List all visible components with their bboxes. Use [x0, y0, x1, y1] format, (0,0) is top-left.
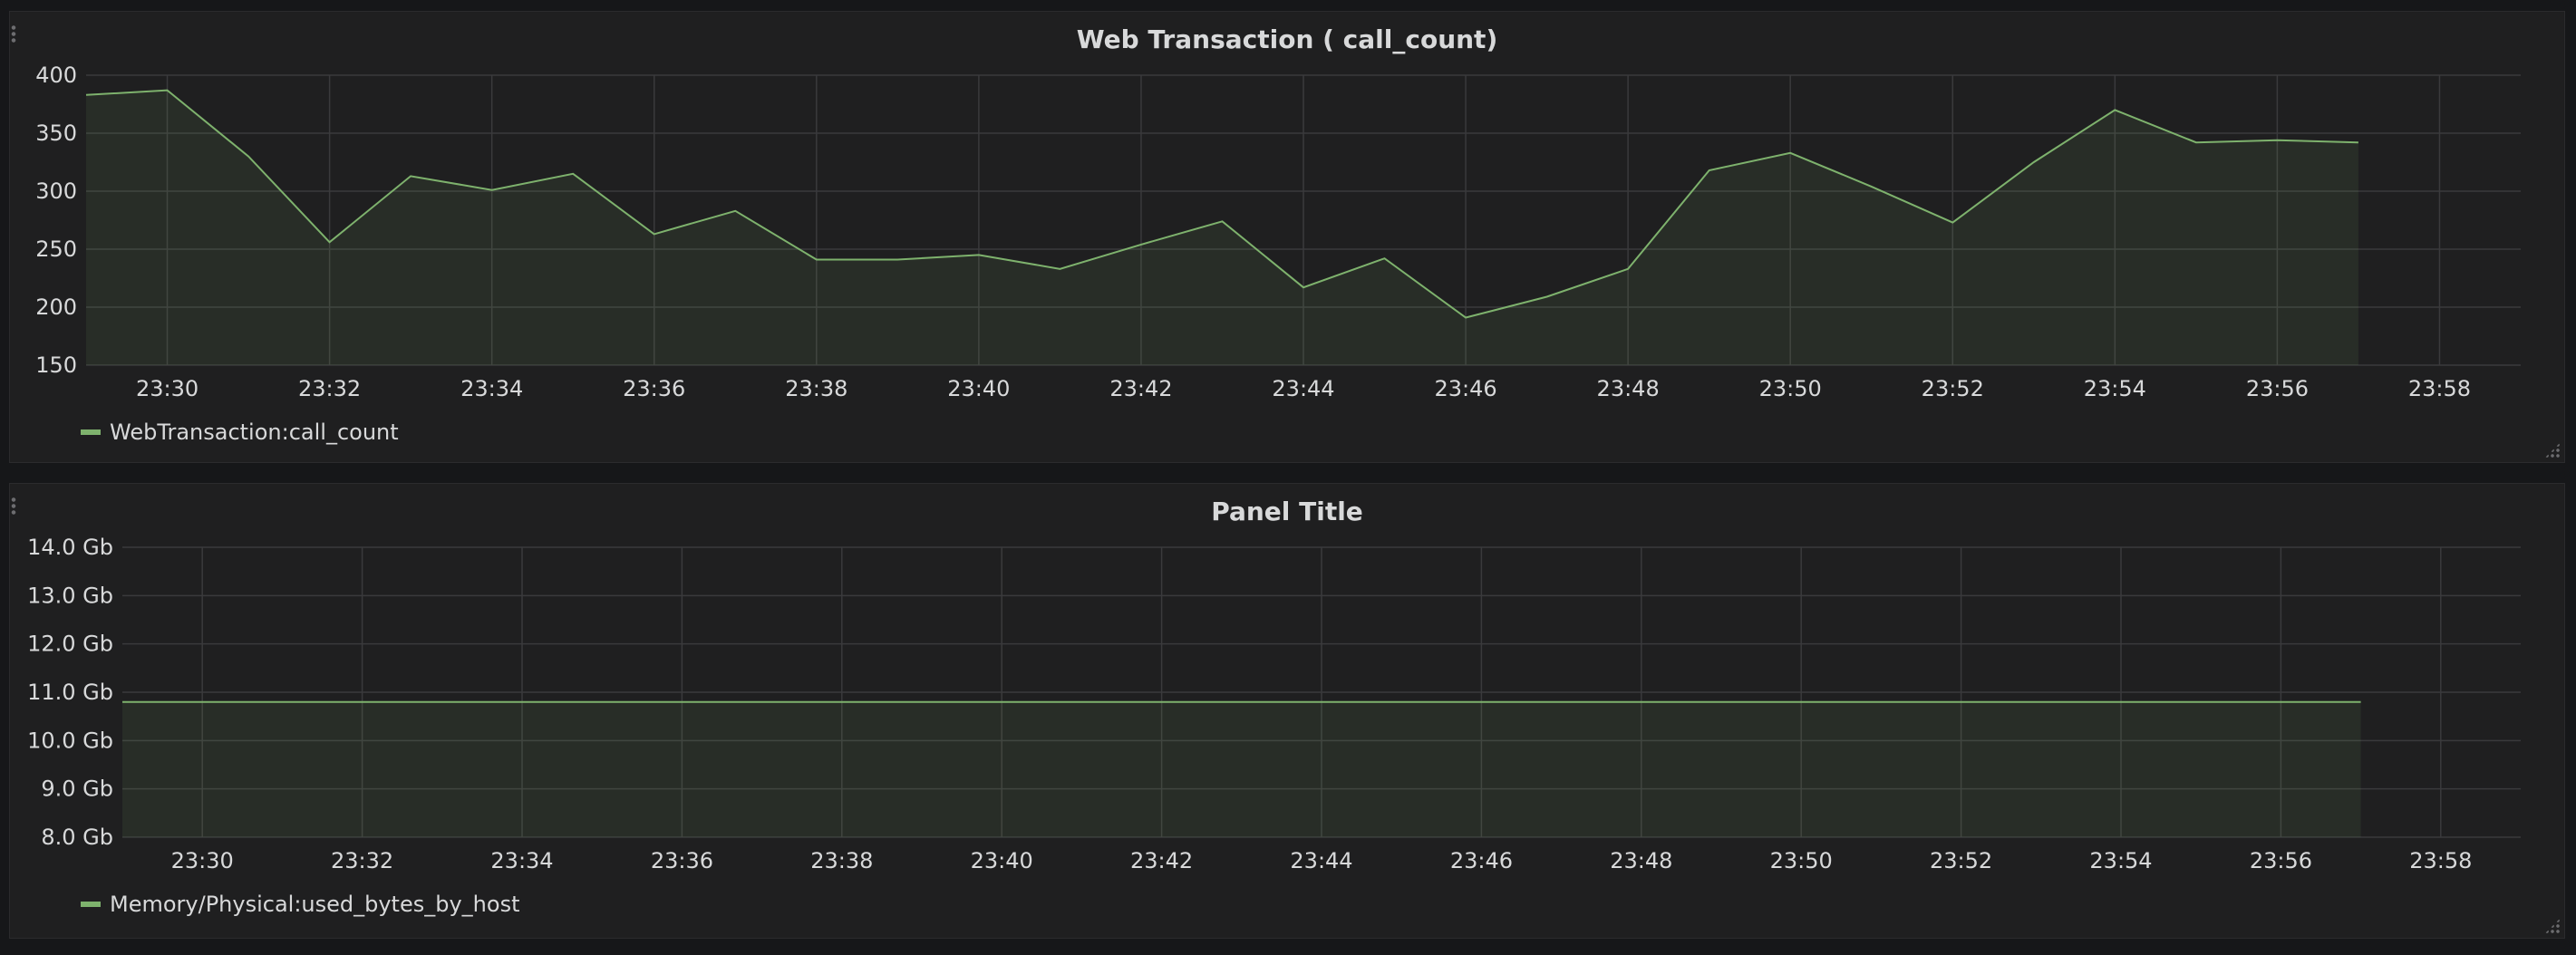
data-point[interactable] — [1136, 239, 1147, 250]
data-point[interactable] — [1542, 291, 1553, 302]
x-tick-label: 23:34 — [460, 376, 523, 401]
x-tick-label: 23:56 — [2250, 848, 2312, 873]
web-transaction-chart[interactable]: 400 350 300 250 200 150 23:30 23:32 23:34 23:36 23… — [10, 12, 2566, 464]
x-tick-label: 23:46 — [1450, 848, 1513, 873]
x-tick-label: 23:40 — [947, 376, 1010, 401]
data-point[interactable] — [892, 255, 903, 265]
x-tick-label: 23:48 — [1610, 848, 1672, 873]
data-point[interactable] — [567, 169, 578, 179]
data-point[interactable] — [487, 185, 498, 196]
data-point[interactable] — [1460, 313, 1471, 323]
x-tick-label: 23:42 — [1130, 848, 1193, 873]
drag-handle-icon[interactable] — [10, 497, 17, 515]
memory-chart[interactable]: 14.0 Gb 13.0 Gb 12.0 Gb 11.0 Gb 10.0 Gb 9.0 G… — [10, 484, 2566, 940]
x-tick-label: 23:56 — [2246, 376, 2309, 401]
data-point[interactable] — [2191, 137, 2202, 148]
data-point[interactable] — [117, 697, 128, 708]
data-point[interactable] — [1947, 217, 1958, 228]
data-point[interactable] — [81, 90, 92, 101]
web-transaction-panel: Web Transaction ( call_count) 400 350 300 2… — [9, 11, 2565, 463]
x-tick-label: 23:38 — [785, 376, 847, 401]
y-tick-label: 400 — [35, 63, 77, 88]
x-tick-label: 23:50 — [1759, 376, 1822, 401]
data-point[interactable] — [811, 255, 822, 265]
x-tick-label: 23:46 — [1434, 376, 1496, 401]
x-tick-label: 23:58 — [2409, 848, 2472, 873]
x-tick-label: 23:32 — [331, 848, 393, 873]
x-tick-label: 23:54 — [2089, 848, 2152, 873]
y-tick-label: 150 — [35, 352, 77, 378]
data-point[interactable] — [1380, 253, 1390, 264]
legend-swatch[interactable] — [81, 429, 101, 435]
legend-label[interactable]: WebTransaction:call_count — [110, 420, 399, 445]
y-tick-label: 200 — [35, 294, 77, 320]
data-point[interactable] — [162, 85, 173, 96]
data-point[interactable] — [2356, 697, 2367, 708]
x-tick-label: 23:38 — [810, 848, 873, 873]
data-point[interactable] — [1054, 264, 1065, 275]
y-tick-label: 8.0 Gb — [41, 825, 113, 850]
data-point[interactable] — [2029, 157, 2039, 168]
data-point[interactable] — [1298, 282, 1309, 293]
data-point[interactable] — [324, 236, 335, 247]
x-tick-label: 23:54 — [2084, 376, 2146, 401]
data-point[interactable] — [730, 206, 741, 217]
x-tick-label: 23:52 — [1922, 376, 1984, 401]
y-tick-label: 9.0 Gb — [41, 777, 113, 802]
data-point[interactable] — [405, 170, 416, 181]
x-tick-label: 23:34 — [490, 848, 553, 873]
x-tick-label: 23:44 — [1290, 848, 1352, 873]
data-point[interactable] — [1622, 264, 1633, 275]
data-point[interactable] — [1704, 165, 1715, 176]
drag-handle-icon[interactable] — [10, 24, 17, 43]
x-tick-label: 23:50 — [1770, 848, 1833, 873]
legend: WebTransaction:call_count — [81, 420, 399, 445]
legend-label[interactable]: Memory/Physical:used_bytes_by_host — [110, 892, 520, 917]
x-tick-label: 23:44 — [1272, 376, 1334, 401]
data-point[interactable] — [2353, 137, 2364, 148]
x-tick-label: 23:48 — [1597, 376, 1660, 401]
x-tick-label: 23:32 — [298, 376, 361, 401]
legend-swatch[interactable] — [81, 902, 101, 907]
data-point[interactable] — [1866, 181, 1877, 192]
legend: Memory/Physical:used_bytes_by_host — [81, 892, 519, 917]
panel-title[interactable]: Web Transaction ( call_count) — [1076, 24, 1498, 54]
data-point[interactable] — [2109, 104, 2120, 115]
data-point[interactable] — [2271, 135, 2282, 146]
x-tick-label: 23:30 — [136, 376, 199, 401]
x-tick-label: 23:58 — [2408, 376, 2471, 401]
y-tick-label: 13.0 Gb — [27, 583, 113, 608]
data-point[interactable] — [1785, 148, 1796, 159]
y-tick-label: 300 — [35, 178, 77, 204]
x-tick-label: 23:36 — [651, 848, 713, 873]
y-tick-label: 11.0 Gb — [27, 680, 113, 705]
data-point[interactable] — [649, 228, 660, 239]
memory-panel: Panel Title 14.0 Gb 13.0 Gb 12.0 Gb 11.0 Gb… — [9, 483, 2565, 939]
x-tick-label: 23:42 — [1109, 376, 1172, 401]
y-tick-label: 350 — [35, 121, 77, 146]
x-tick-label: 23:36 — [623, 376, 685, 401]
y-tick-label: 14.0 Gb — [27, 535, 113, 560]
series-line[interactable] — [85, 89, 2358, 319]
y-tick-label: 12.0 Gb — [27, 632, 113, 657]
data-point[interactable] — [973, 249, 984, 260]
x-tick-label: 23:30 — [171, 848, 234, 873]
series-area — [86, 90, 2358, 365]
panel-title[interactable]: Panel Title — [1211, 497, 1363, 526]
x-tick-label: 23:40 — [971, 848, 1033, 873]
x-tick-label: 23:52 — [1930, 848, 1992, 873]
series-area — [122, 701, 2361, 837]
data-point[interactable] — [1216, 216, 1227, 227]
data-point[interactable] — [243, 151, 254, 162]
y-tick-label: 10.0 Gb — [27, 728, 113, 753]
y-tick-label: 250 — [35, 236, 77, 262]
